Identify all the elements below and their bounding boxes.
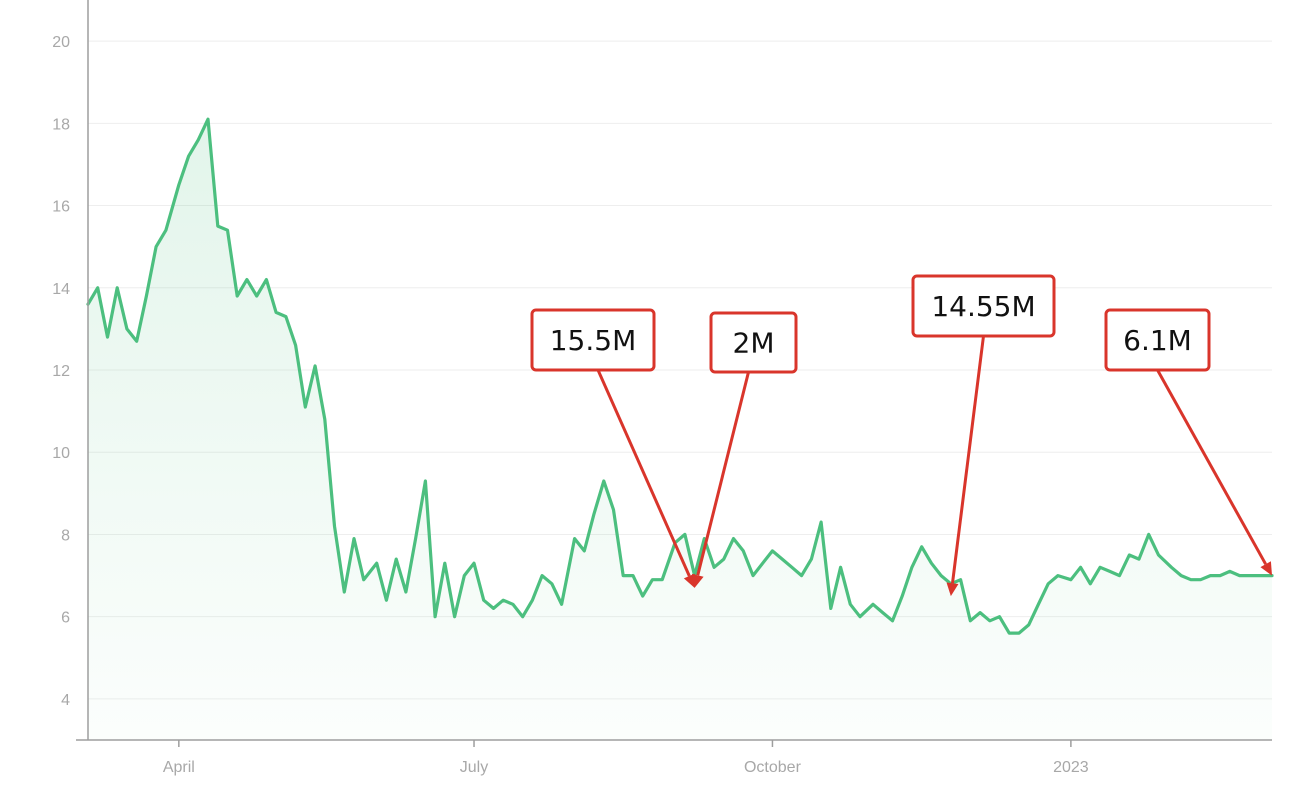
y-tick-label: 20 (52, 34, 70, 51)
annotation-callout: 2M (691, 311, 798, 588)
annotation-label: 6.1M (1123, 324, 1192, 357)
x-tick-label: October (744, 759, 802, 776)
y-tick-label: 4 (61, 692, 70, 709)
axes: 4 6 8 10 12 14 16 18 20 April July October 2023 (52, 0, 1272, 776)
annotation-callout: 15.5M (530, 308, 695, 588)
annotation-arrowhead (946, 582, 959, 597)
annotation-label: 14.55M (931, 290, 1035, 323)
y-tick-label: 10 (52, 445, 70, 462)
y-tick-label: 8 (61, 527, 70, 544)
annotation-box (530, 308, 656, 372)
annotation-label: 15.5M (550, 324, 637, 357)
annotation-arrow (1156, 369, 1267, 565)
annotation-arrowhead (683, 573, 695, 588)
annotation-box (709, 311, 798, 374)
x-tick-label: 2023 (1053, 759, 1089, 776)
series-area-layer (88, 119, 1272, 740)
series-area (88, 119, 1272, 740)
annotation-callout: 6.1M (1104, 308, 1272, 576)
annotation-arrow (950, 335, 985, 584)
y-tick-label: 18 (52, 116, 70, 133)
series-line (86, 117, 1274, 635)
y-tick-label: 16 (52, 199, 70, 216)
annotation-callout: 14.55M (911, 274, 1056, 597)
annotation-arrow (696, 371, 750, 576)
y-tick-label: 14 (52, 281, 70, 298)
annotation-box (911, 274, 1056, 338)
y-tick-label: 12 (52, 363, 70, 380)
annotations: 15.5M 2M 14.55M 6.1M (530, 274, 1272, 597)
annotation-arrowhead (691, 573, 704, 588)
annotation-box (1104, 308, 1211, 372)
x-tick-label: April (163, 759, 195, 776)
annotation-arrowhead (1260, 561, 1272, 576)
series-line-layer (86, 117, 1274, 635)
y-tick-label: 6 (61, 610, 70, 627)
annotation-arrow (596, 369, 691, 577)
x-tick-label: July (460, 759, 488, 776)
annotation-label: 2M (733, 327, 775, 360)
